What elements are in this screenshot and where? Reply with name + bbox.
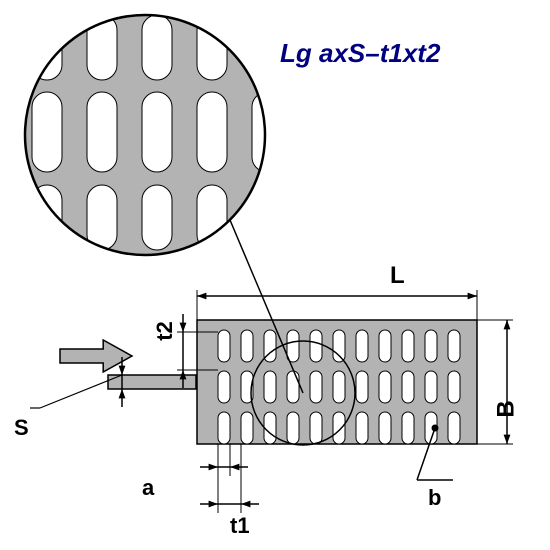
dim-t1-label: t1 [230,513,250,539]
formula-title: Lg axS–t1xt2 [280,38,440,69]
dim-S-label: S [14,415,29,441]
dim-B-label: B [493,400,521,417]
magnifier-view [25,15,282,255]
dim-a-label: a [142,475,154,501]
dim-t2-label: t2 [152,321,178,341]
dim-b-label: b [428,485,441,511]
dim-L-label: L [390,262,405,290]
